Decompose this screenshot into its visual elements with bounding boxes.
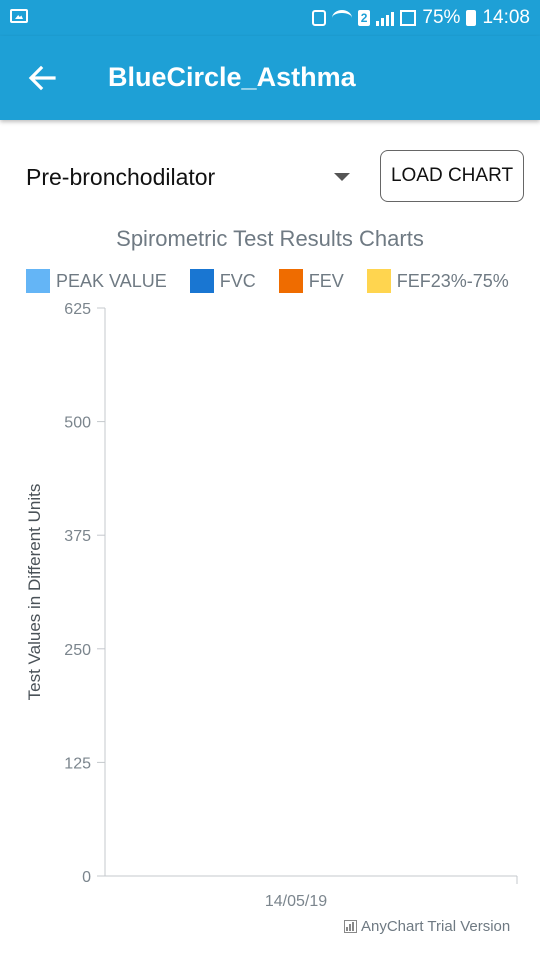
- legend-swatch: [26, 269, 50, 293]
- chart-title: Spirometric Test Results Charts: [116, 226, 424, 251]
- back-arrow-icon[interactable]: [26, 62, 58, 94]
- y-tick-label: 125: [64, 755, 91, 772]
- legend-label: FEF23%-75%: [396, 270, 509, 291]
- watermark-text: AnyChart Trial Version: [361, 918, 511, 935]
- signal-icon-secondary: [400, 10, 417, 26]
- y-tick-label: 500: [64, 415, 91, 432]
- y-tick-label: 625: [64, 301, 91, 318]
- clock: 14:08: [482, 7, 530, 28]
- dropdown-arrow-icon: [334, 173, 350, 181]
- status-bar: 2 75% 14:08: [0, 0, 540, 36]
- legend-item[interactable]: FEV: [278, 269, 344, 293]
- load-chart-button[interactable]: LOAD CHART: [380, 150, 524, 202]
- battery-icon: [466, 10, 477, 26]
- legend-label: FEV: [308, 270, 344, 291]
- y-tick-label: 375: [64, 528, 91, 545]
- y-axis-label: Test Values in Different Units: [25, 484, 44, 701]
- chart-legend: PEAK VALUE FVC FEV FEF23%-75%: [26, 268, 532, 294]
- chart-icon: [344, 920, 357, 933]
- legend-item[interactable]: FEF23%-75%: [366, 269, 509, 293]
- test-type-dropdown[interactable]: Pre-bronchodilator: [26, 160, 356, 194]
- signal-icon: [376, 10, 395, 26]
- y-tick-label: 250: [64, 642, 91, 659]
- wifi-icon: [331, 10, 352, 26]
- battery-percentage: 75%: [422, 7, 461, 28]
- page-title: BlueCircle_Asthma: [108, 62, 356, 92]
- bar-chart: 0 125 250 375 500 625 Test Values in Different…: [25, 301, 518, 910]
- legend-label: FVC: [219, 270, 256, 291]
- alarm-icon: [311, 10, 326, 26]
- dropdown-selected-value: Pre-bronchodilator: [26, 163, 216, 190]
- legend-label: PEAK VALUE: [56, 270, 167, 291]
- sim-badge: 2: [357, 10, 371, 26]
- legend-item[interactable]: FVC: [189, 269, 256, 293]
- y-tick-label: 0: [82, 869, 91, 886]
- anychart-watermark: AnyChart Trial Version: [344, 918, 510, 935]
- legend-swatch: [278, 269, 303, 293]
- legend-swatch: [189, 269, 214, 293]
- app-bar: BlueCircle_Asthma: [0, 36, 540, 120]
- legend-swatch: [366, 269, 391, 293]
- legend-item[interactable]: PEAK VALUE: [26, 269, 167, 293]
- image-notification-icon: [10, 9, 28, 23]
- x-tick-label: 14/05/19: [265, 893, 327, 910]
